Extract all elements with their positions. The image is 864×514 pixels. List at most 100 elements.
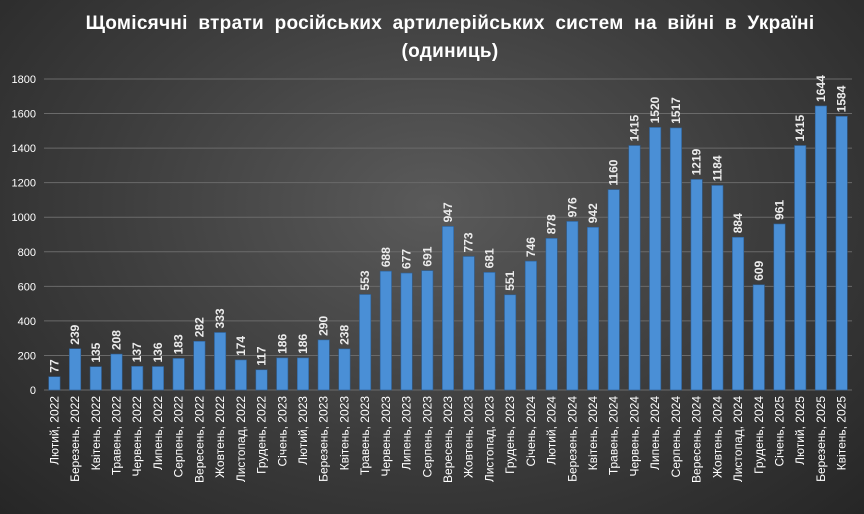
data-label: 186 bbox=[296, 334, 310, 354]
bar bbox=[607, 189, 620, 391]
bar bbox=[89, 366, 102, 391]
bar bbox=[794, 145, 807, 391]
bar bbox=[732, 236, 745, 391]
x-tick-label: Квітень, 2025 bbox=[835, 396, 849, 471]
x-tick-label: Лютий, 2025 bbox=[793, 396, 807, 465]
data-label: 77 bbox=[47, 359, 61, 373]
bar bbox=[172, 358, 185, 391]
x-tick-label: Березень, 2022 bbox=[68, 396, 82, 482]
data-label: 117 bbox=[255, 346, 269, 366]
x-tick-label: Серпень, 2023 bbox=[420, 396, 434, 478]
x-tick-label: Серпень, 2022 bbox=[172, 396, 186, 478]
data-label: 1520 bbox=[648, 96, 662, 123]
x-tick-label: Червень, 2023 bbox=[379, 396, 393, 477]
bar bbox=[462, 256, 475, 391]
x-tick-label: Січень, 2024 bbox=[524, 396, 538, 467]
x-tick-label: Квітень, 2022 bbox=[89, 396, 103, 471]
data-label: 688 bbox=[379, 247, 393, 267]
data-label: 681 bbox=[482, 248, 496, 268]
bar bbox=[690, 179, 703, 391]
bar bbox=[628, 145, 641, 391]
data-label: 878 bbox=[545, 214, 559, 234]
y-tick-label: 0 bbox=[30, 385, 36, 397]
bar bbox=[835, 116, 848, 391]
bar bbox=[483, 272, 496, 391]
data-label: 136 bbox=[151, 342, 165, 362]
bar bbox=[338, 348, 351, 391]
y-tick-label: 1800 bbox=[12, 74, 36, 86]
x-tick-label: Травень, 2023 bbox=[358, 396, 372, 475]
x-tick-label: Жовтень, 2024 bbox=[710, 396, 724, 478]
x-tick-label: Листопад, 2022 bbox=[234, 396, 248, 482]
data-label: 333 bbox=[213, 308, 227, 328]
x-tick-label: Липень, 2023 bbox=[400, 396, 414, 470]
data-label: 1415 bbox=[793, 114, 807, 141]
x-tick-label: Лютий, 2023 bbox=[296, 396, 310, 465]
bar bbox=[276, 357, 289, 391]
data-label: 691 bbox=[420, 246, 434, 266]
data-label: 976 bbox=[565, 197, 579, 217]
y-axis-ticks: 0 200 400 600 800 1000 1200 1400 1600 1800 bbox=[12, 74, 36, 397]
x-tick-label: Січень, 2025 bbox=[772, 396, 786, 467]
x-tick-label: Грудень, 2024 bbox=[752, 396, 766, 474]
data-label: 746 bbox=[524, 237, 538, 257]
bar bbox=[193, 340, 206, 391]
data-label: 677 bbox=[400, 249, 414, 269]
x-axis-labels: Лютий, 2022 Березень, 2022 Квітень, 2022 Тр… bbox=[47, 396, 848, 483]
bar bbox=[587, 226, 600, 391]
bar bbox=[317, 339, 330, 391]
x-tick-label: Березень, 2024 bbox=[565, 396, 579, 482]
bar bbox=[649, 127, 662, 391]
x-tick-label: Липень, 2022 bbox=[151, 396, 165, 470]
data-label: 290 bbox=[317, 316, 331, 336]
bar bbox=[773, 223, 786, 391]
bar bbox=[359, 294, 372, 391]
data-label: 174 bbox=[234, 336, 248, 356]
bar bbox=[442, 226, 454, 391]
x-tick-label: Листопад, 2024 bbox=[731, 396, 745, 482]
data-label: 135 bbox=[89, 342, 103, 362]
y-tick-label: 1600 bbox=[12, 109, 36, 121]
x-tick-label: Лютий, 2024 bbox=[545, 396, 559, 465]
bar bbox=[504, 294, 517, 391]
data-label: 1644 bbox=[814, 75, 828, 102]
x-tick-label: Вересень, 2024 bbox=[690, 396, 704, 483]
bar bbox=[296, 357, 309, 391]
data-label: 551 bbox=[503, 270, 517, 290]
x-tick-label: Вересень, 2023 bbox=[441, 396, 455, 483]
data-label: 238 bbox=[337, 325, 351, 345]
chart-title: Щомісячні втрати російських артилерійськ… bbox=[85, 13, 815, 62]
bar bbox=[48, 376, 61, 391]
x-tick-label: Липень, 2024 bbox=[648, 396, 662, 470]
x-tick-label: Вересень, 2022 bbox=[192, 396, 206, 483]
data-label: 1415 bbox=[627, 114, 641, 141]
data-label: 137 bbox=[130, 342, 144, 362]
bar bbox=[379, 270, 392, 391]
y-tick-label: 1400 bbox=[12, 143, 36, 155]
bar bbox=[214, 332, 227, 391]
y-tick-label: 800 bbox=[18, 247, 36, 259]
bar bbox=[69, 348, 82, 391]
data-label: 239 bbox=[68, 324, 82, 344]
data-label: 186 bbox=[275, 334, 289, 354]
x-tick-label: Червень, 2024 bbox=[627, 396, 641, 477]
data-label: 553 bbox=[358, 270, 372, 290]
x-tick-label: Березень, 2025 bbox=[814, 396, 828, 482]
data-label: 1219 bbox=[690, 148, 704, 175]
x-tick-label: Квітень, 2023 bbox=[337, 396, 351, 471]
x-tick-label: Квітень, 2024 bbox=[586, 396, 600, 471]
data-label: 961 bbox=[772, 200, 786, 220]
bar bbox=[545, 238, 558, 391]
x-tick-label: Березень, 2023 bbox=[317, 396, 331, 482]
x-tick-label: Жовтень, 2023 bbox=[462, 396, 476, 478]
data-label: 942 bbox=[586, 203, 600, 223]
bar bbox=[110, 353, 123, 391]
data-label: 208 bbox=[110, 330, 124, 350]
bar bbox=[752, 284, 765, 391]
data-label: 773 bbox=[462, 232, 476, 252]
x-tick-label: Травень, 2024 bbox=[607, 396, 621, 475]
bar bbox=[814, 105, 827, 391]
bar bbox=[400, 272, 413, 391]
data-label: 1584 bbox=[835, 85, 849, 112]
